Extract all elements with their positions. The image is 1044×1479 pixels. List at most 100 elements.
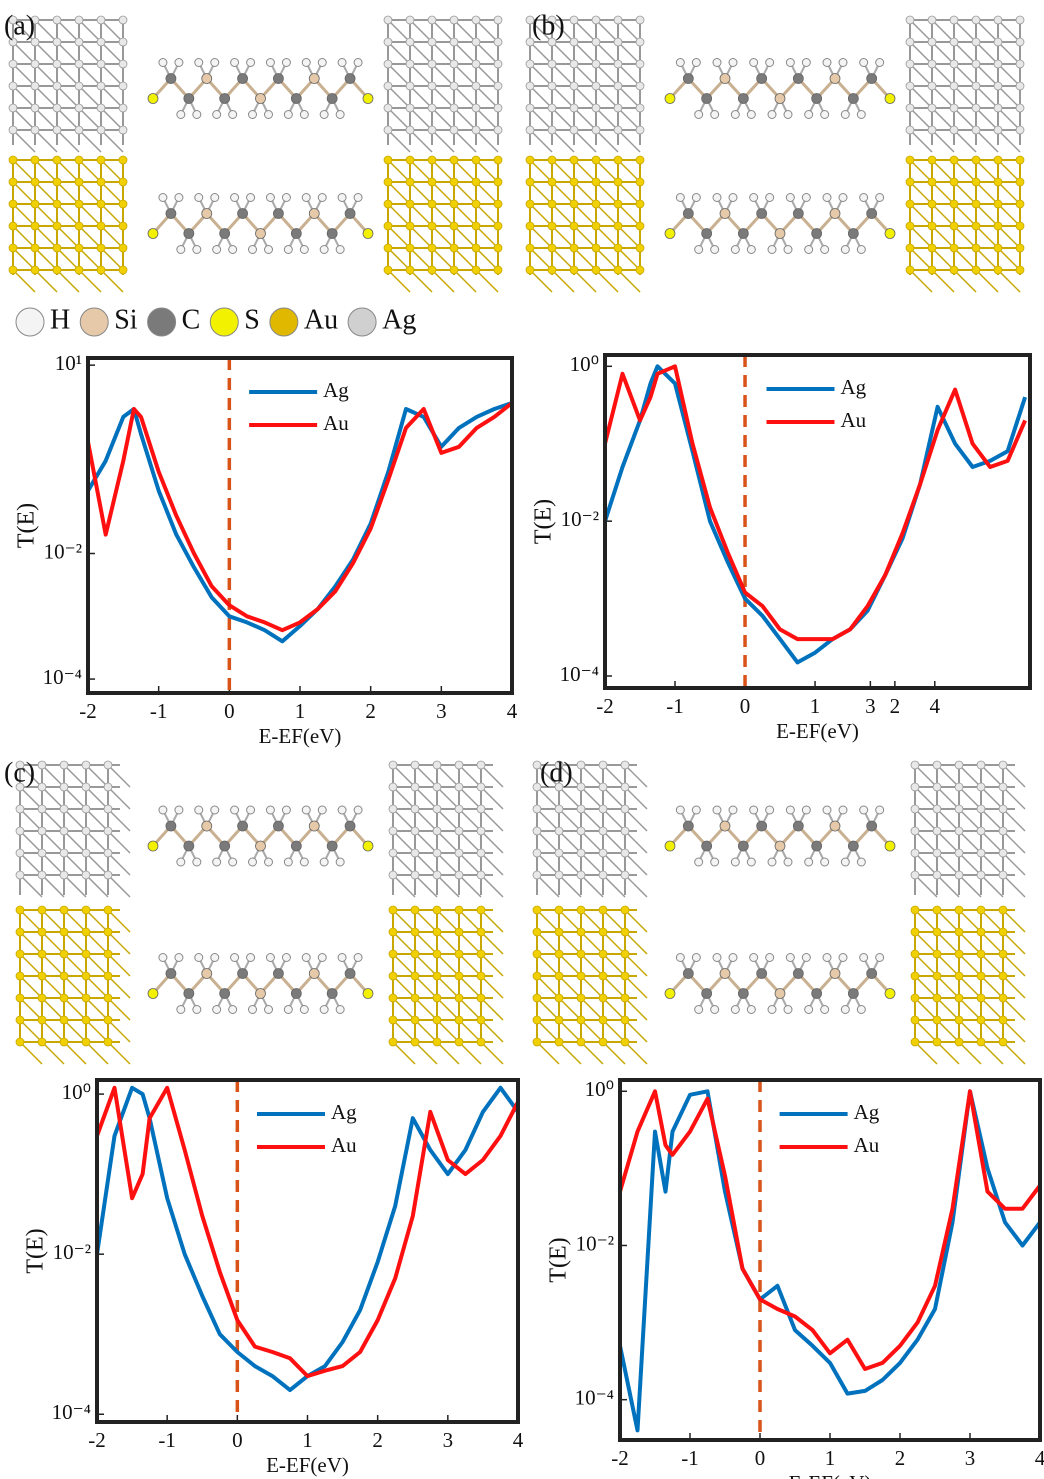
atom [554,760,564,770]
atom [493,125,503,135]
atom-swatch [15,307,45,337]
atom [998,993,1008,1003]
atom [976,905,986,915]
atom [613,81,623,91]
bond [1002,830,1026,854]
bond [12,129,36,153]
atom [859,805,869,815]
atom [840,245,850,254]
panel-label: (c) [4,757,35,788]
atom [801,193,811,202]
atom [620,826,630,836]
atom [493,243,503,253]
bond [85,874,109,898]
bond [78,247,102,271]
x-tick-label: -2 [88,1428,106,1452]
bond [953,63,977,87]
atom [620,870,630,880]
atom [792,968,804,979]
bond [12,19,36,43]
bond [580,874,604,898]
atom [682,208,694,219]
bond [78,159,102,183]
atom [976,826,986,836]
atom [405,221,415,231]
atom [353,193,363,202]
atom [118,177,128,187]
atom [165,208,177,219]
bond [617,41,641,65]
bond [573,129,597,153]
atom [410,927,420,937]
atom [255,840,266,852]
bond [409,129,433,153]
atom [59,993,69,1003]
atom [454,993,464,1003]
bond [936,909,960,933]
atom [301,805,311,815]
legend-label: Ag [323,378,349,402]
bond [100,225,124,249]
atom [866,820,878,832]
atom [547,177,557,187]
bond [19,975,43,999]
bond [953,19,977,43]
bond [41,953,65,977]
atom [432,760,442,770]
atom [37,1015,47,1025]
atom [103,760,113,770]
atom [701,93,713,104]
bond [909,85,933,109]
bond [475,107,499,131]
atom-label: S [244,304,260,335]
bond [414,1041,438,1065]
atom [427,265,437,275]
bond [19,1041,43,1065]
bond [56,203,80,227]
atom [728,953,738,962]
bond [453,41,477,65]
bond [12,85,36,109]
bond [953,85,977,109]
electrode [15,760,131,898]
atom [476,1015,486,1025]
atom [998,760,1008,770]
atom [362,988,374,999]
bond [85,786,109,810]
molecule [664,58,896,119]
atom [976,804,986,814]
atom [730,245,740,254]
atom [219,840,231,852]
panel-label: (b) [532,10,565,41]
plot-frame [86,356,514,695]
bond [41,852,65,876]
bond [980,1041,1004,1065]
bond [414,808,438,832]
atom [493,37,503,47]
atom [212,110,222,119]
bond [453,85,477,109]
bond [1002,1019,1026,1043]
atom [281,953,291,962]
bond [980,931,1004,955]
bond [617,107,641,131]
bond [958,808,982,832]
atom [932,804,942,814]
atom [59,1015,69,1025]
bond [436,786,460,810]
atom [383,15,393,25]
atom [96,199,106,209]
bond [100,107,124,131]
atom [554,870,564,880]
bond [85,1019,109,1043]
bond [558,1041,582,1065]
atom [910,848,920,858]
atom [554,848,564,858]
y-axis-label: T(E) [531,499,557,544]
atom [613,265,623,275]
bond [936,786,960,810]
y-tick-label: 10⁻² [44,539,82,563]
atom [264,245,273,254]
atom [183,228,195,239]
series-line [605,364,1027,642]
